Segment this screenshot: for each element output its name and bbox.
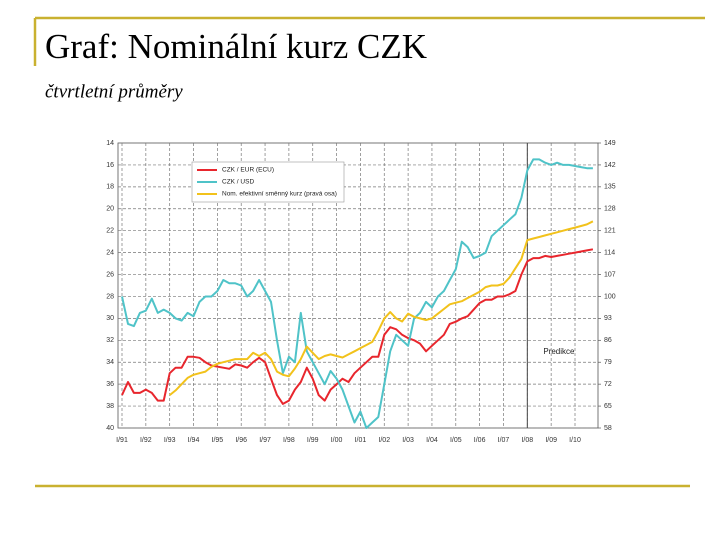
y-tick-label: 40 xyxy=(106,425,114,432)
y2-tick-label: 86 xyxy=(604,337,612,344)
y2-tick-label: 79 xyxy=(604,359,612,366)
x-tick-label: I/05 xyxy=(450,437,462,444)
x-tick-label: I/92 xyxy=(140,437,152,444)
y2-tick-label: 121 xyxy=(604,228,616,235)
x-tick-label: I/10 xyxy=(569,437,581,444)
y-tick-label: 14 xyxy=(106,140,114,147)
x-tick-label: I/99 xyxy=(307,437,319,444)
x-tick-label: I/03 xyxy=(402,437,414,444)
y-tick-label: 26 xyxy=(106,271,114,278)
y-tick-label: 20 xyxy=(106,206,114,213)
x-tick-label: I/09 xyxy=(545,437,557,444)
y-tick-label: 18 xyxy=(106,184,114,191)
annotation: Predikce xyxy=(543,347,575,356)
y2-tick-label: 142 xyxy=(604,162,616,169)
chart: 14 16 18 20 22 24 26 28 30 32 34 36 38 40 58 65 72 79 86 93… xyxy=(106,140,616,444)
y-tick-label: 30 xyxy=(106,315,114,322)
y2-tick-label: 65 xyxy=(604,403,612,410)
y2-tick-label: 107 xyxy=(604,271,616,278)
y-tick-label: 32 xyxy=(106,337,114,344)
y2-tick-label: 93 xyxy=(604,315,612,322)
slide-title: Graf: Nominální kurz CZK xyxy=(45,27,427,66)
series-line xyxy=(121,158,593,429)
slide-subtitle: čtvrtletní průměry xyxy=(45,81,183,102)
x-tick-label: I/08 xyxy=(521,437,533,444)
y2-tick-label: 114 xyxy=(604,249,615,256)
y-tick-label: 16 xyxy=(106,162,114,169)
legend-label: CZK / USD xyxy=(222,179,254,186)
legend-label: Nom. efektivní směnný kurz (pravá osa) xyxy=(222,191,337,198)
y2-tick-label: 72 xyxy=(604,381,612,388)
x-tick-label: I/06 xyxy=(474,437,486,444)
y-tick-label: 38 xyxy=(106,403,114,410)
plot-area xyxy=(117,142,599,429)
y-tick-label: 28 xyxy=(106,293,114,300)
x-tick-label: I/95 xyxy=(212,437,224,444)
y2-tick-label: 135 xyxy=(604,184,616,191)
legend-box xyxy=(191,161,345,203)
x-tick-label: I/02 xyxy=(378,437,390,444)
x-tick-label: I/93 xyxy=(164,437,176,444)
y-tick-label: 22 xyxy=(106,228,114,235)
x-tick-label: I/96 xyxy=(235,437,247,444)
x-tick-label: I/07 xyxy=(498,437,510,444)
y2-tick-label: 128 xyxy=(604,206,616,213)
x-tick-label: I/94 xyxy=(188,437,200,444)
legend-label: CZK / EUR (ECU) xyxy=(222,167,274,174)
x-tick-label: I/98 xyxy=(283,437,295,444)
x-tick-label: I/01 xyxy=(355,437,367,444)
y-tick-label: 24 xyxy=(106,249,114,256)
y2-tick-label: 149 xyxy=(604,140,616,147)
y-tick-label: 36 xyxy=(106,381,114,388)
series-line xyxy=(121,248,594,405)
x-tick-label: I/00 xyxy=(331,437,343,444)
y2-tick-label: 100 xyxy=(604,293,616,300)
x-tick-label: I/91 xyxy=(116,437,128,444)
y-tick-label: 34 xyxy=(106,359,114,366)
series-line xyxy=(169,220,594,396)
x-tick-label: I/97 xyxy=(259,437,271,444)
y2-tick-label: 58 xyxy=(604,425,612,432)
x-tick-label: I/04 xyxy=(426,437,438,444)
